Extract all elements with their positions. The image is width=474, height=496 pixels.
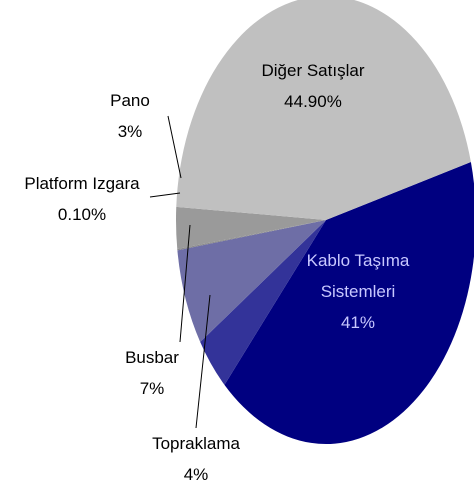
value-label: 44.90% (284, 92, 342, 111)
pie-slice (224, 162, 474, 444)
pie-slice (176, 0, 471, 220)
leader-line (195, 294, 211, 429)
category-label: Kablo Taşıma Sistemleri (306, 251, 410, 301)
pie-slice (176, 206, 326, 250)
category-label: Diğer Satışlar (261, 61, 365, 80)
slices (176, 0, 474, 444)
category-label: Busbar (125, 348, 179, 367)
value-label: 7% (139, 379, 165, 398)
category-label: Platform Izgara (24, 174, 140, 193)
slice-label: Busbar 7% (102, 342, 202, 404)
pie-slice (177, 220, 326, 342)
value-label: 41% (340, 313, 376, 332)
category-label: Topraklama (152, 434, 240, 453)
slice-label: Pano 3% (80, 85, 180, 147)
leader-line (179, 224, 191, 343)
category-label: Pano (110, 91, 150, 110)
leader-line (167, 115, 182, 179)
slice-label: Topraklama 4% (116, 428, 276, 490)
slice-label: Kablo Taşıma Sistemleri 41% (283, 245, 433, 338)
slice-label: Platform Izgara 0.10% (0, 168, 172, 230)
value-label: 0.10% (57, 205, 107, 224)
value-label: 3% (117, 122, 143, 141)
leader-line (149, 192, 181, 198)
pie-slice (200, 220, 326, 385)
value-label: 4% (183, 465, 209, 484)
leader-lines (149, 115, 211, 429)
slice-label: Diğer Satışlar 44.90% (213, 55, 413, 117)
pie-slice (177, 220, 326, 251)
